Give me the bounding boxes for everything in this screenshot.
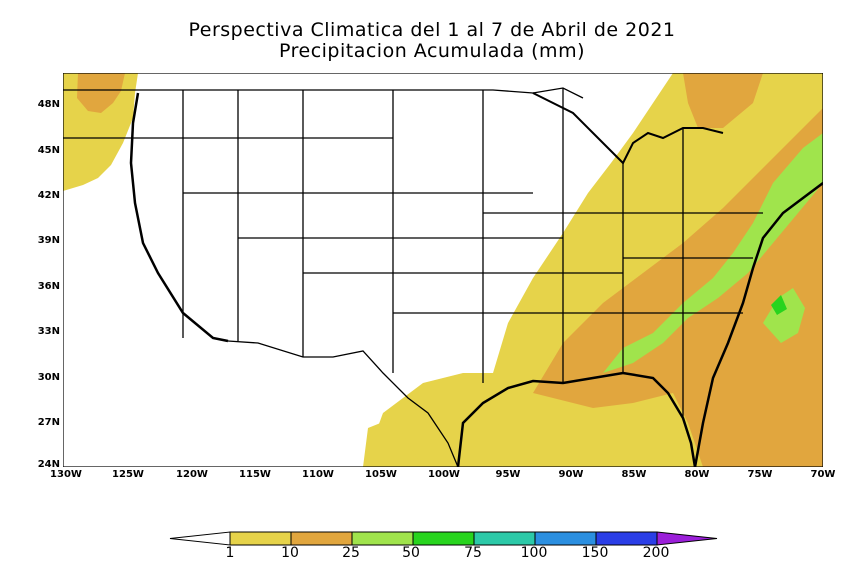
precip-area-east-moderate (533, 108, 823, 467)
map-title: Perspectiva Climatica del 1 al 7 de Abri… (188, 19, 676, 41)
lat-label: 27N (37, 417, 60, 428)
lon-label: 115W (239, 469, 271, 480)
colorbar-label: 100 (520, 545, 548, 561)
lon-label: 105W (365, 469, 397, 480)
precip-area-mexico-light (363, 418, 423, 467)
lon-label: 85W (621, 469, 647, 480)
lat-label: 42N (37, 190, 60, 201)
lon-label: 110W (302, 469, 334, 480)
lat-label: 30N (37, 372, 60, 383)
precip-area-atlantic-heavy (763, 288, 805, 343)
lat-label: 24N (37, 459, 60, 470)
colorbar-segment-10-25 (290, 531, 353, 546)
lat-label: 39N (37, 235, 60, 246)
colorbar-label: 1 (225, 545, 235, 561)
precip-area-appalachian-heavy (603, 133, 823, 373)
colorbar-segment-50-75 (412, 531, 475, 546)
precip-area-atlantic-heavier (771, 295, 787, 315)
political-borders (63, 87, 823, 467)
colorbar-label: 75 (464, 545, 482, 561)
colorbar-label: 200 (642, 545, 670, 561)
lon-label: 125W (112, 469, 144, 480)
colorbar-label: 25 (342, 545, 360, 561)
colorbar-segment-1-10 (229, 531, 292, 546)
lon-label: 70W (810, 469, 836, 480)
lon-label: 95W (495, 469, 521, 480)
colorbar-segment-below-1 (169, 531, 231, 546)
lon-label: 130W (50, 469, 82, 480)
lat-label: 45N (37, 145, 60, 156)
colorbar-label: 150 (581, 545, 609, 561)
precipitation-map (63, 73, 823, 467)
lat-label: 48N (37, 99, 60, 110)
precip-area-pacific-northwest-heavy (77, 73, 125, 113)
lon-label: 100W (428, 469, 460, 480)
colorbar-segment-75-100 (473, 531, 536, 546)
colorbar-label: 10 (281, 545, 299, 561)
lon-label: 120W (176, 469, 208, 480)
colorbar-segment-100-150 (534, 531, 597, 546)
map-subtitle: Precipitacion Acumulada (mm) (278, 40, 585, 62)
lat-label: 33N (37, 326, 60, 337)
colorbar-segment-above-200 (656, 531, 718, 546)
lon-label: 75W (747, 469, 773, 480)
colorbar-segment-25-50 (351, 531, 414, 546)
lat-label: 36N (37, 281, 60, 292)
precip-area-great-lakes-moderate (683, 73, 763, 128)
lon-label: 80W (684, 469, 710, 480)
colorbar-segment-150-200 (595, 531, 658, 546)
colorbar-label: 50 (402, 545, 420, 561)
lon-label: 90W (558, 469, 584, 480)
